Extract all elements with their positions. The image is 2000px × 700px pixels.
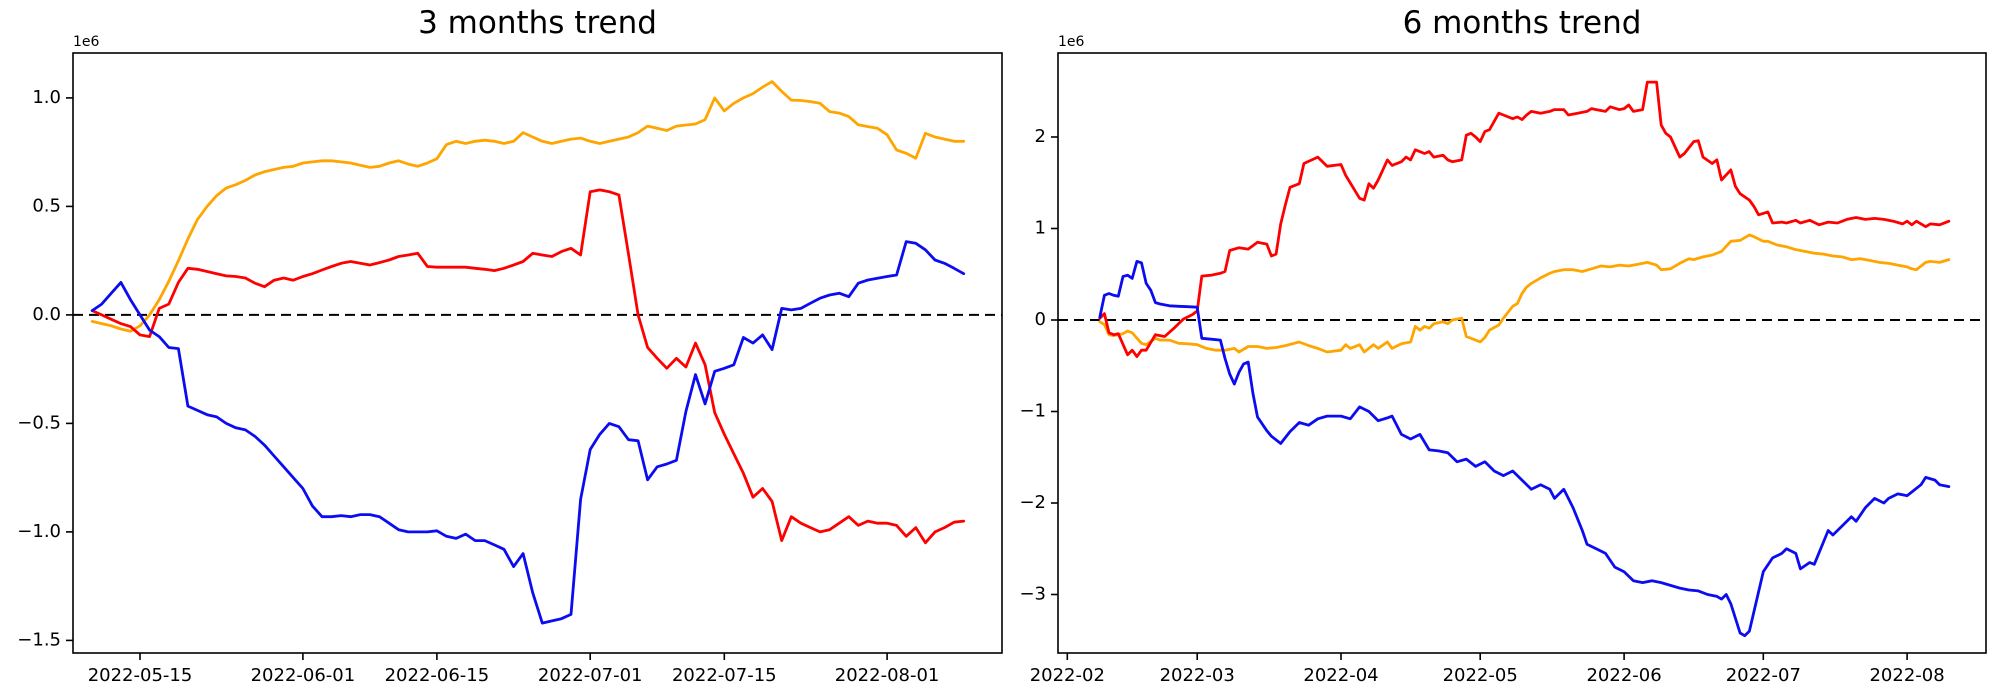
x-tick-label: 2022-02 — [1030, 665, 1105, 686]
series-line-orange — [90, 80, 966, 333]
x-tick-label: 2022-08 — [1869, 665, 1944, 686]
y-tick-label: 0.5 — [32, 195, 61, 216]
series-line-blue — [90, 240, 966, 625]
x-tick-label: 2022-06-15 — [385, 665, 490, 686]
y-tick-label: 0 — [1035, 309, 1046, 330]
series-line-blue — [1098, 259, 1951, 638]
x-tick-label: 2022-07 — [1726, 665, 1801, 686]
y-tick-label: −0.5 — [17, 412, 61, 433]
x-tick-label: 2022-05 — [1443, 665, 1518, 686]
chart-6-months: 2 1 0 −1 −2 −3 2022-02 2022-03 2022-04 2022-05 202… — [1019, 34, 1987, 686]
y-tick-label: 0.0 — [32, 304, 61, 325]
x-tick-label: 2022-07-15 — [672, 665, 777, 686]
y-tick-label: 2 — [1035, 126, 1046, 147]
chart-title-6-months: 6 months trend — [1402, 5, 1642, 41]
y-tick-label: −1.0 — [17, 521, 61, 542]
axes-frame — [1057, 52, 1987, 654]
y-axis-offset-label: 1e6 — [73, 34, 100, 50]
x-tick-label: 2022-06 — [1586, 665, 1661, 686]
x-tick-label: 2022-05-15 — [88, 665, 193, 686]
y-tick-label: −1 — [1019, 401, 1046, 422]
axes-frame — [72, 52, 1003, 654]
series-line-red — [1098, 80, 1951, 359]
chart-3-months: 1.0 0.5 0.0 −0.5 −1.0 −1.5 2022-05-15 2022-06-0… — [17, 34, 1003, 686]
x-tick-label: 2022-08-01 — [835, 665, 940, 686]
x-tick-label: 2022-04 — [1303, 665, 1378, 686]
series-line-red — [90, 188, 966, 545]
x-tick-label: 2022-03 — [1160, 665, 1235, 686]
y-tick-label: −2 — [1019, 492, 1046, 513]
y-tick-label: 1.0 — [32, 87, 61, 108]
series-line-orange — [1098, 233, 1951, 354]
x-tick-label: 2022-06-01 — [251, 665, 356, 686]
y-axis-offset-label: 1e6 — [1058, 34, 1085, 50]
y-tick-label: −1.5 — [17, 629, 61, 650]
x-tick-label: 2022-07-01 — [538, 665, 643, 686]
y-tick-label: −3 — [1019, 584, 1046, 605]
chart-title-3-months: 3 months trend — [418, 5, 657, 41]
y-tick-label: 1 — [1035, 218, 1046, 239]
